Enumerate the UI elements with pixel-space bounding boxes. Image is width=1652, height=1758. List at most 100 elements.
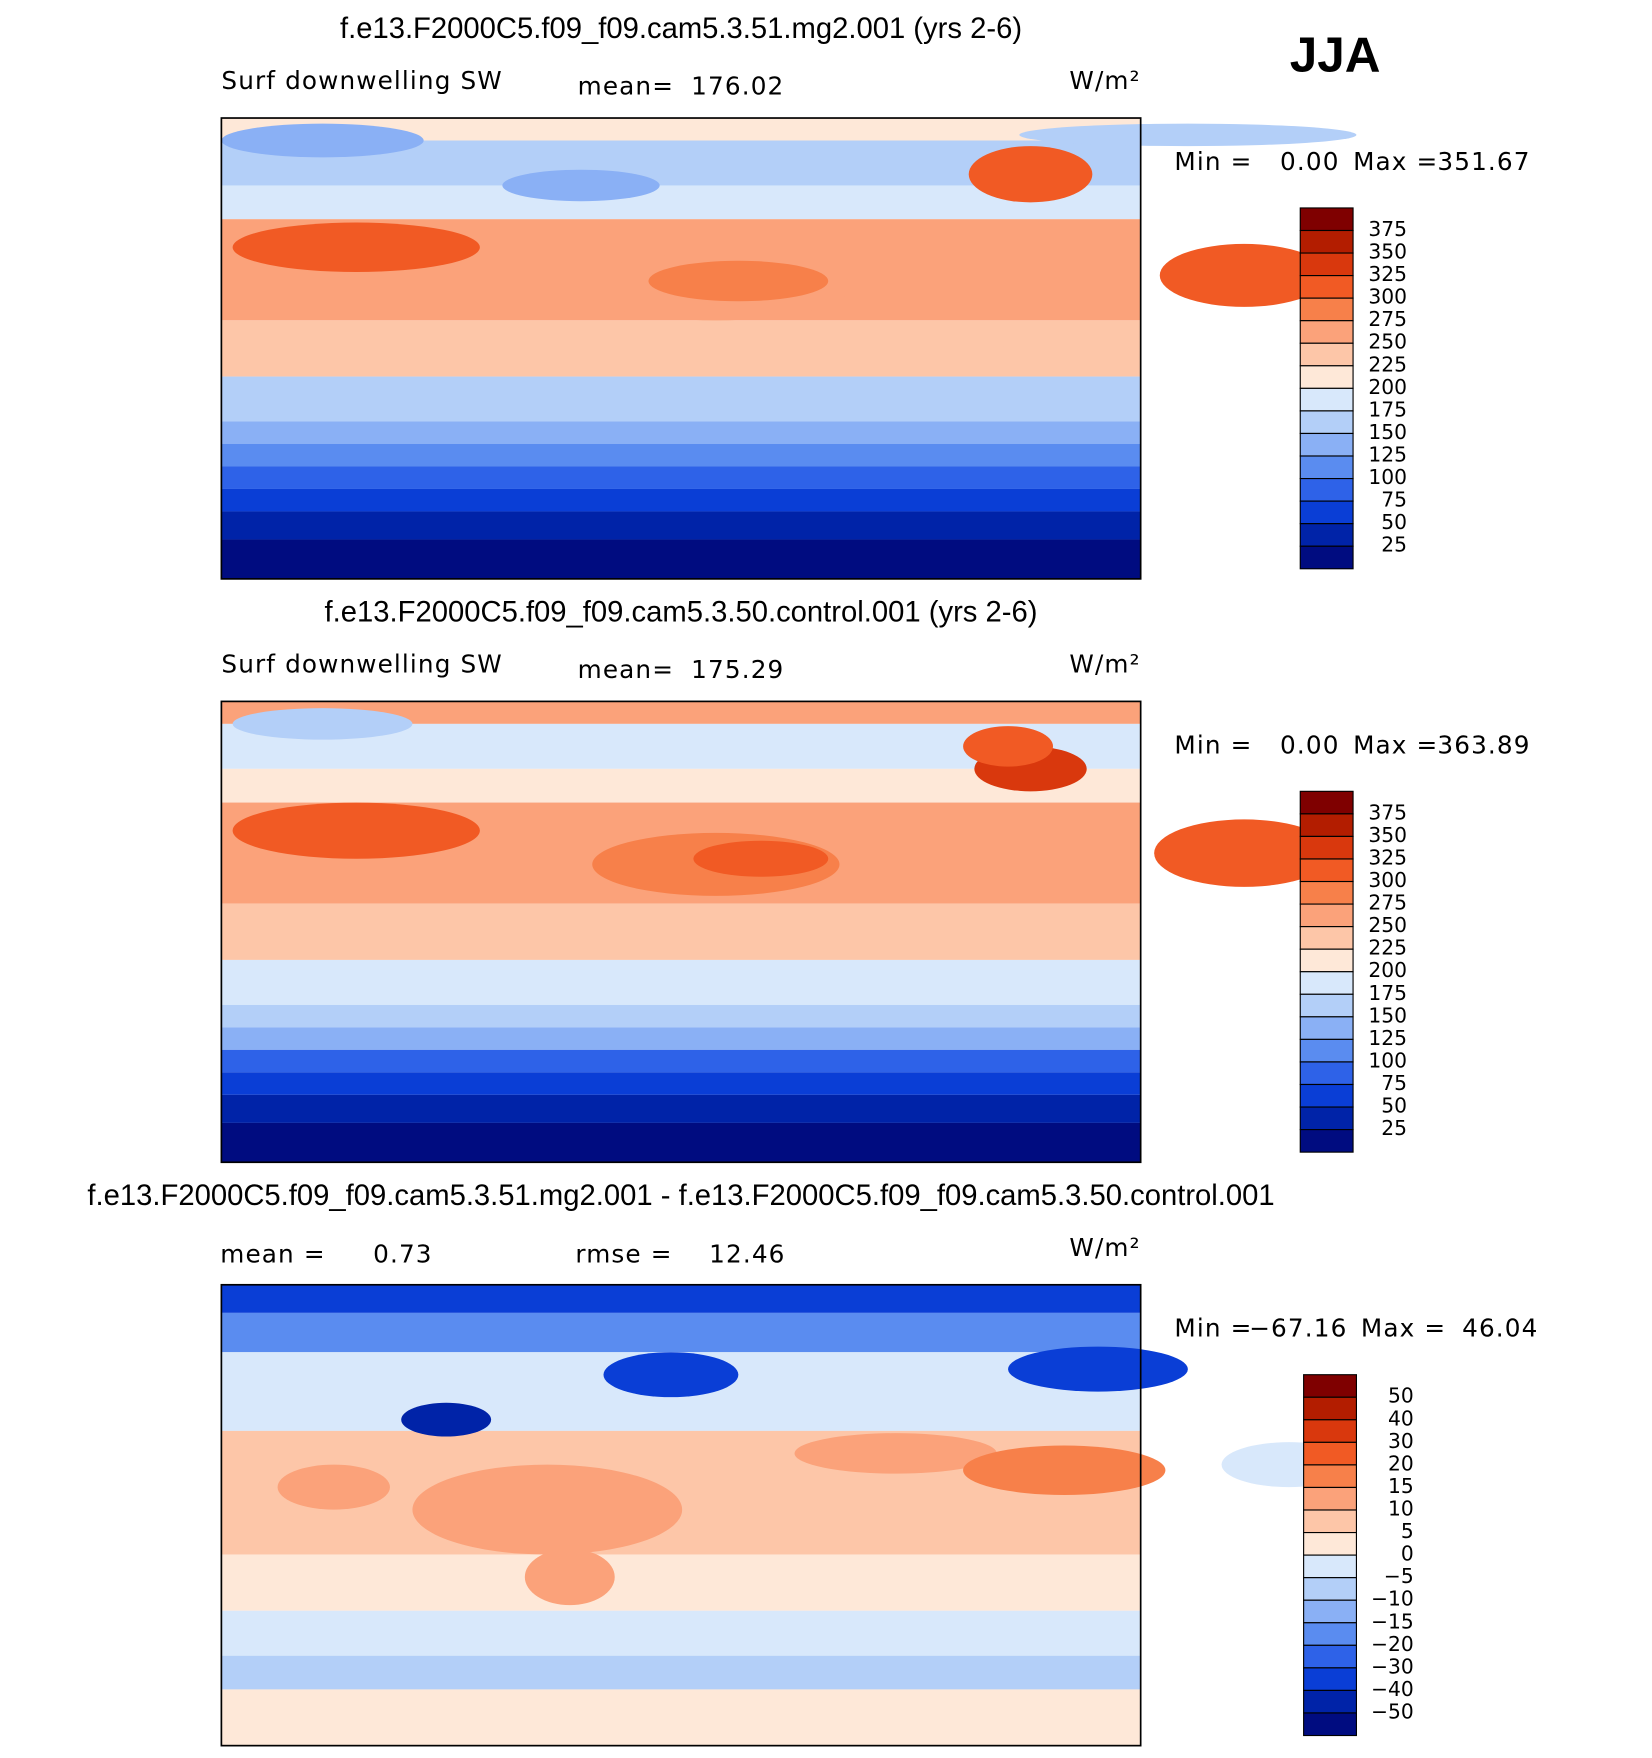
map-band <box>221 1284 1141 1313</box>
colorbar-label: 325 <box>1368 262 1407 286</box>
colorbar-label: 30 <box>1388 1429 1414 1453</box>
map-blob <box>682 919 1020 956</box>
colorbar-box <box>1303 1622 1357 1646</box>
colorbar-box <box>1299 1083 1354 1108</box>
colorbar-box <box>1303 1667 1357 1691</box>
map-band <box>221 443 1141 467</box>
map-blob <box>1154 819 1334 887</box>
colorbar-label: 200 <box>1368 375 1407 399</box>
colorbar-label: 200 <box>1368 958 1407 982</box>
colorbar-label: 75 <box>1381 488 1407 512</box>
map-band <box>221 1072 1141 1095</box>
max-value: 46.04 <box>1462 1314 1538 1343</box>
map-blob <box>232 708 413 740</box>
colorbar-box <box>1303 1441 1357 1466</box>
colorbar-label: 150 <box>1368 420 1407 444</box>
colorbar-box <box>1299 207 1354 232</box>
map <box>220 700 1334 1164</box>
colorbar-box <box>1299 948 1354 973</box>
map-band <box>221 118 1141 141</box>
map <box>220 1283 1357 1747</box>
colorbar-label: 125 <box>1368 1026 1407 1050</box>
colorbar-box <box>1299 455 1354 480</box>
map-band <box>221 421 1141 444</box>
colorbar-box <box>1299 1061 1354 1086</box>
units: W/m² <box>1069 1233 1140 1262</box>
map-band <box>221 1554 1141 1611</box>
colorbar-box <box>1303 1712 1357 1737</box>
stat-label: mean= <box>578 72 674 101</box>
panel-title: f.e13.F2000C5.f09_f09.cam5.3.50.control.… <box>325 596 1038 628</box>
map-blob <box>401 1402 492 1437</box>
map-blob <box>412 1464 683 1555</box>
colorbar-label: 50 <box>1381 510 1407 534</box>
colorbar-box <box>1299 523 1354 547</box>
map-band <box>221 466 1141 489</box>
colorbar-box <box>1299 880 1354 905</box>
map-blob <box>693 840 829 877</box>
map-blob <box>524 1548 615 1606</box>
map-blob <box>232 802 480 859</box>
colorbar-label: 225 <box>1368 936 1407 960</box>
map-band <box>221 1689 1141 1746</box>
map-blob <box>1019 123 1357 147</box>
map-frame <box>220 1283 1142 1747</box>
map-frame <box>220 117 1142 580</box>
colorbar-box <box>1299 1106 1354 1131</box>
colorbar-box <box>1299 275 1354 299</box>
colorbar-box <box>1299 297 1354 322</box>
colorbar-box <box>1299 500 1354 525</box>
map <box>220 117 1357 580</box>
colorbar-box <box>1299 229 1354 254</box>
colorbar-box <box>1299 252 1354 277</box>
colorbar-box <box>1303 1577 1357 1601</box>
colorbar-box <box>1303 1486 1357 1511</box>
map-band <box>221 701 1141 724</box>
min-value: 0.00 <box>1280 147 1340 176</box>
colorbar-box <box>1299 903 1354 928</box>
map-blob <box>277 1464 390 1510</box>
colorbar-box <box>1299 477 1354 502</box>
colorbar-box <box>1299 1129 1354 1153</box>
colorbar-box <box>1303 1689 1357 1714</box>
colorbar-label: 250 <box>1368 913 1407 937</box>
colorbar-label: 275 <box>1368 891 1407 915</box>
map-band <box>221 1655 1141 1690</box>
colorbar-label: −10 <box>1371 1587 1414 1611</box>
colorbar-box <box>1299 387 1354 412</box>
map-band <box>221 1122 1141 1163</box>
map-band <box>221 511 1141 540</box>
colorbar-box <box>1299 835 1354 860</box>
colorbar-label: 250 <box>1368 330 1407 354</box>
max-label: Max = <box>1353 147 1438 176</box>
colorbar-label: 40 <box>1388 1406 1414 1430</box>
map-band <box>221 1004 1141 1028</box>
colorbar-label: 375 <box>1368 800 1407 824</box>
stat-label: mean= <box>578 655 674 684</box>
colorbar-box <box>1299 993 1354 1018</box>
colorbar-label: 275 <box>1368 307 1407 331</box>
map-band <box>221 539 1141 579</box>
colorbar-box <box>1299 545 1354 570</box>
map-blob <box>648 260 829 302</box>
colorbar-box <box>1299 320 1354 344</box>
map-blob <box>1008 1346 1188 1392</box>
colorbar-box <box>1299 858 1354 883</box>
colorbar-label: 25 <box>1381 1116 1407 1140</box>
min-label: Min = <box>1174 147 1252 176</box>
colorbar-label: 100 <box>1368 1048 1407 1072</box>
map-blob <box>1159 243 1329 307</box>
colorbar-label: 375 <box>1368 217 1407 241</box>
map-blob <box>232 222 480 273</box>
map-blob <box>968 146 1093 203</box>
map-frame <box>220 700 1142 1164</box>
min-value: 0.00 <box>1280 730 1340 759</box>
map-band <box>221 376 1141 422</box>
max-label: Max = <box>1361 1314 1446 1343</box>
season-label: JJA <box>1290 28 1381 83</box>
colorbar-box <box>1303 1554 1357 1579</box>
colorbar-label: 175 <box>1368 981 1407 1005</box>
colorbar-box <box>1303 1464 1357 1489</box>
colorbar-label: 50 <box>1381 1094 1407 1118</box>
map-blob <box>963 1445 1166 1495</box>
